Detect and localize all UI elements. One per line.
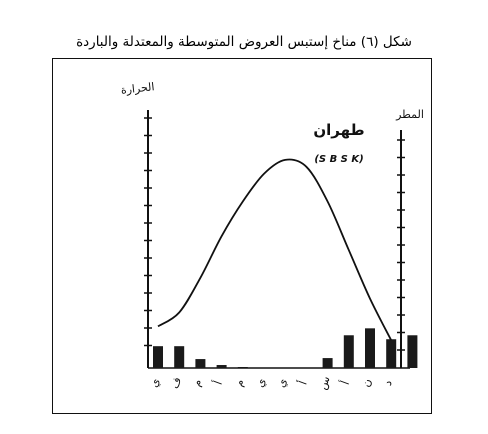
month-label: س (316, 374, 333, 391)
month-label: أ (296, 379, 310, 387)
station-code: (S B S K) (314, 154, 363, 165)
right-axis-ticks (397, 139, 405, 351)
month-label: م (232, 377, 247, 388)
chart-frame (52, 58, 432, 414)
rainfall-bar (343, 335, 354, 368)
month-label: ي (253, 377, 268, 390)
figure-caption: شكل (٦) مناخ إستبس العروض المتوسطة والمع… (76, 34, 412, 50)
rainfall-bar (237, 367, 248, 368)
month-label: م (190, 377, 205, 388)
right-axis-label: المطر (395, 108, 424, 121)
month-label: ن (359, 377, 374, 389)
month-label: أ (338, 379, 352, 387)
rainfall-bars (153, 328, 418, 368)
month-label: ي (274, 377, 289, 390)
rainfall-bar (322, 358, 333, 368)
left-axis-label: الحرارة (120, 80, 155, 96)
month-label: د (381, 378, 395, 387)
left-axis-ticks (144, 117, 152, 347)
rainfall-bar (195, 359, 206, 368)
rainfall-bar (407, 335, 418, 368)
temperature-curve (157, 158, 393, 341)
station-name: طهران (313, 121, 364, 139)
rainfall-bar (365, 328, 375, 368)
rainfall-bar (386, 339, 397, 368)
month-label: ف (168, 375, 184, 390)
month-label: أ (211, 379, 225, 387)
rainfall-bar (216, 365, 227, 368)
rainfall-bar (153, 346, 163, 368)
month-label: ي (147, 377, 162, 390)
rainfall-bar (174, 346, 185, 368)
